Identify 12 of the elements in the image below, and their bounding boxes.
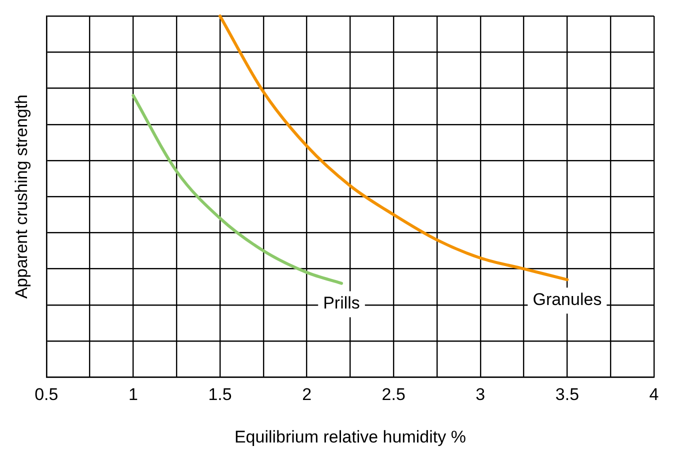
x-tick-label: 2.5	[382, 385, 406, 404]
x-tick-label: 3.5	[555, 385, 580, 404]
x-tick-label: 1	[128, 385, 138, 404]
x-tick-label: 4	[649, 385, 659, 404]
x-tick-label: 0.5	[34, 385, 58, 404]
x-tick-label: 2	[302, 385, 312, 404]
series-label: Granules	[532, 290, 602, 309]
series-label: Prills	[323, 293, 360, 312]
x-tick-label: 3	[476, 385, 486, 404]
x-tick-label: 1.5	[208, 385, 232, 404]
y-axis-title: Apparent crushing strength	[12, 94, 31, 299]
x-axis-title: Equilibrium relative humidity %	[234, 427, 466, 446]
